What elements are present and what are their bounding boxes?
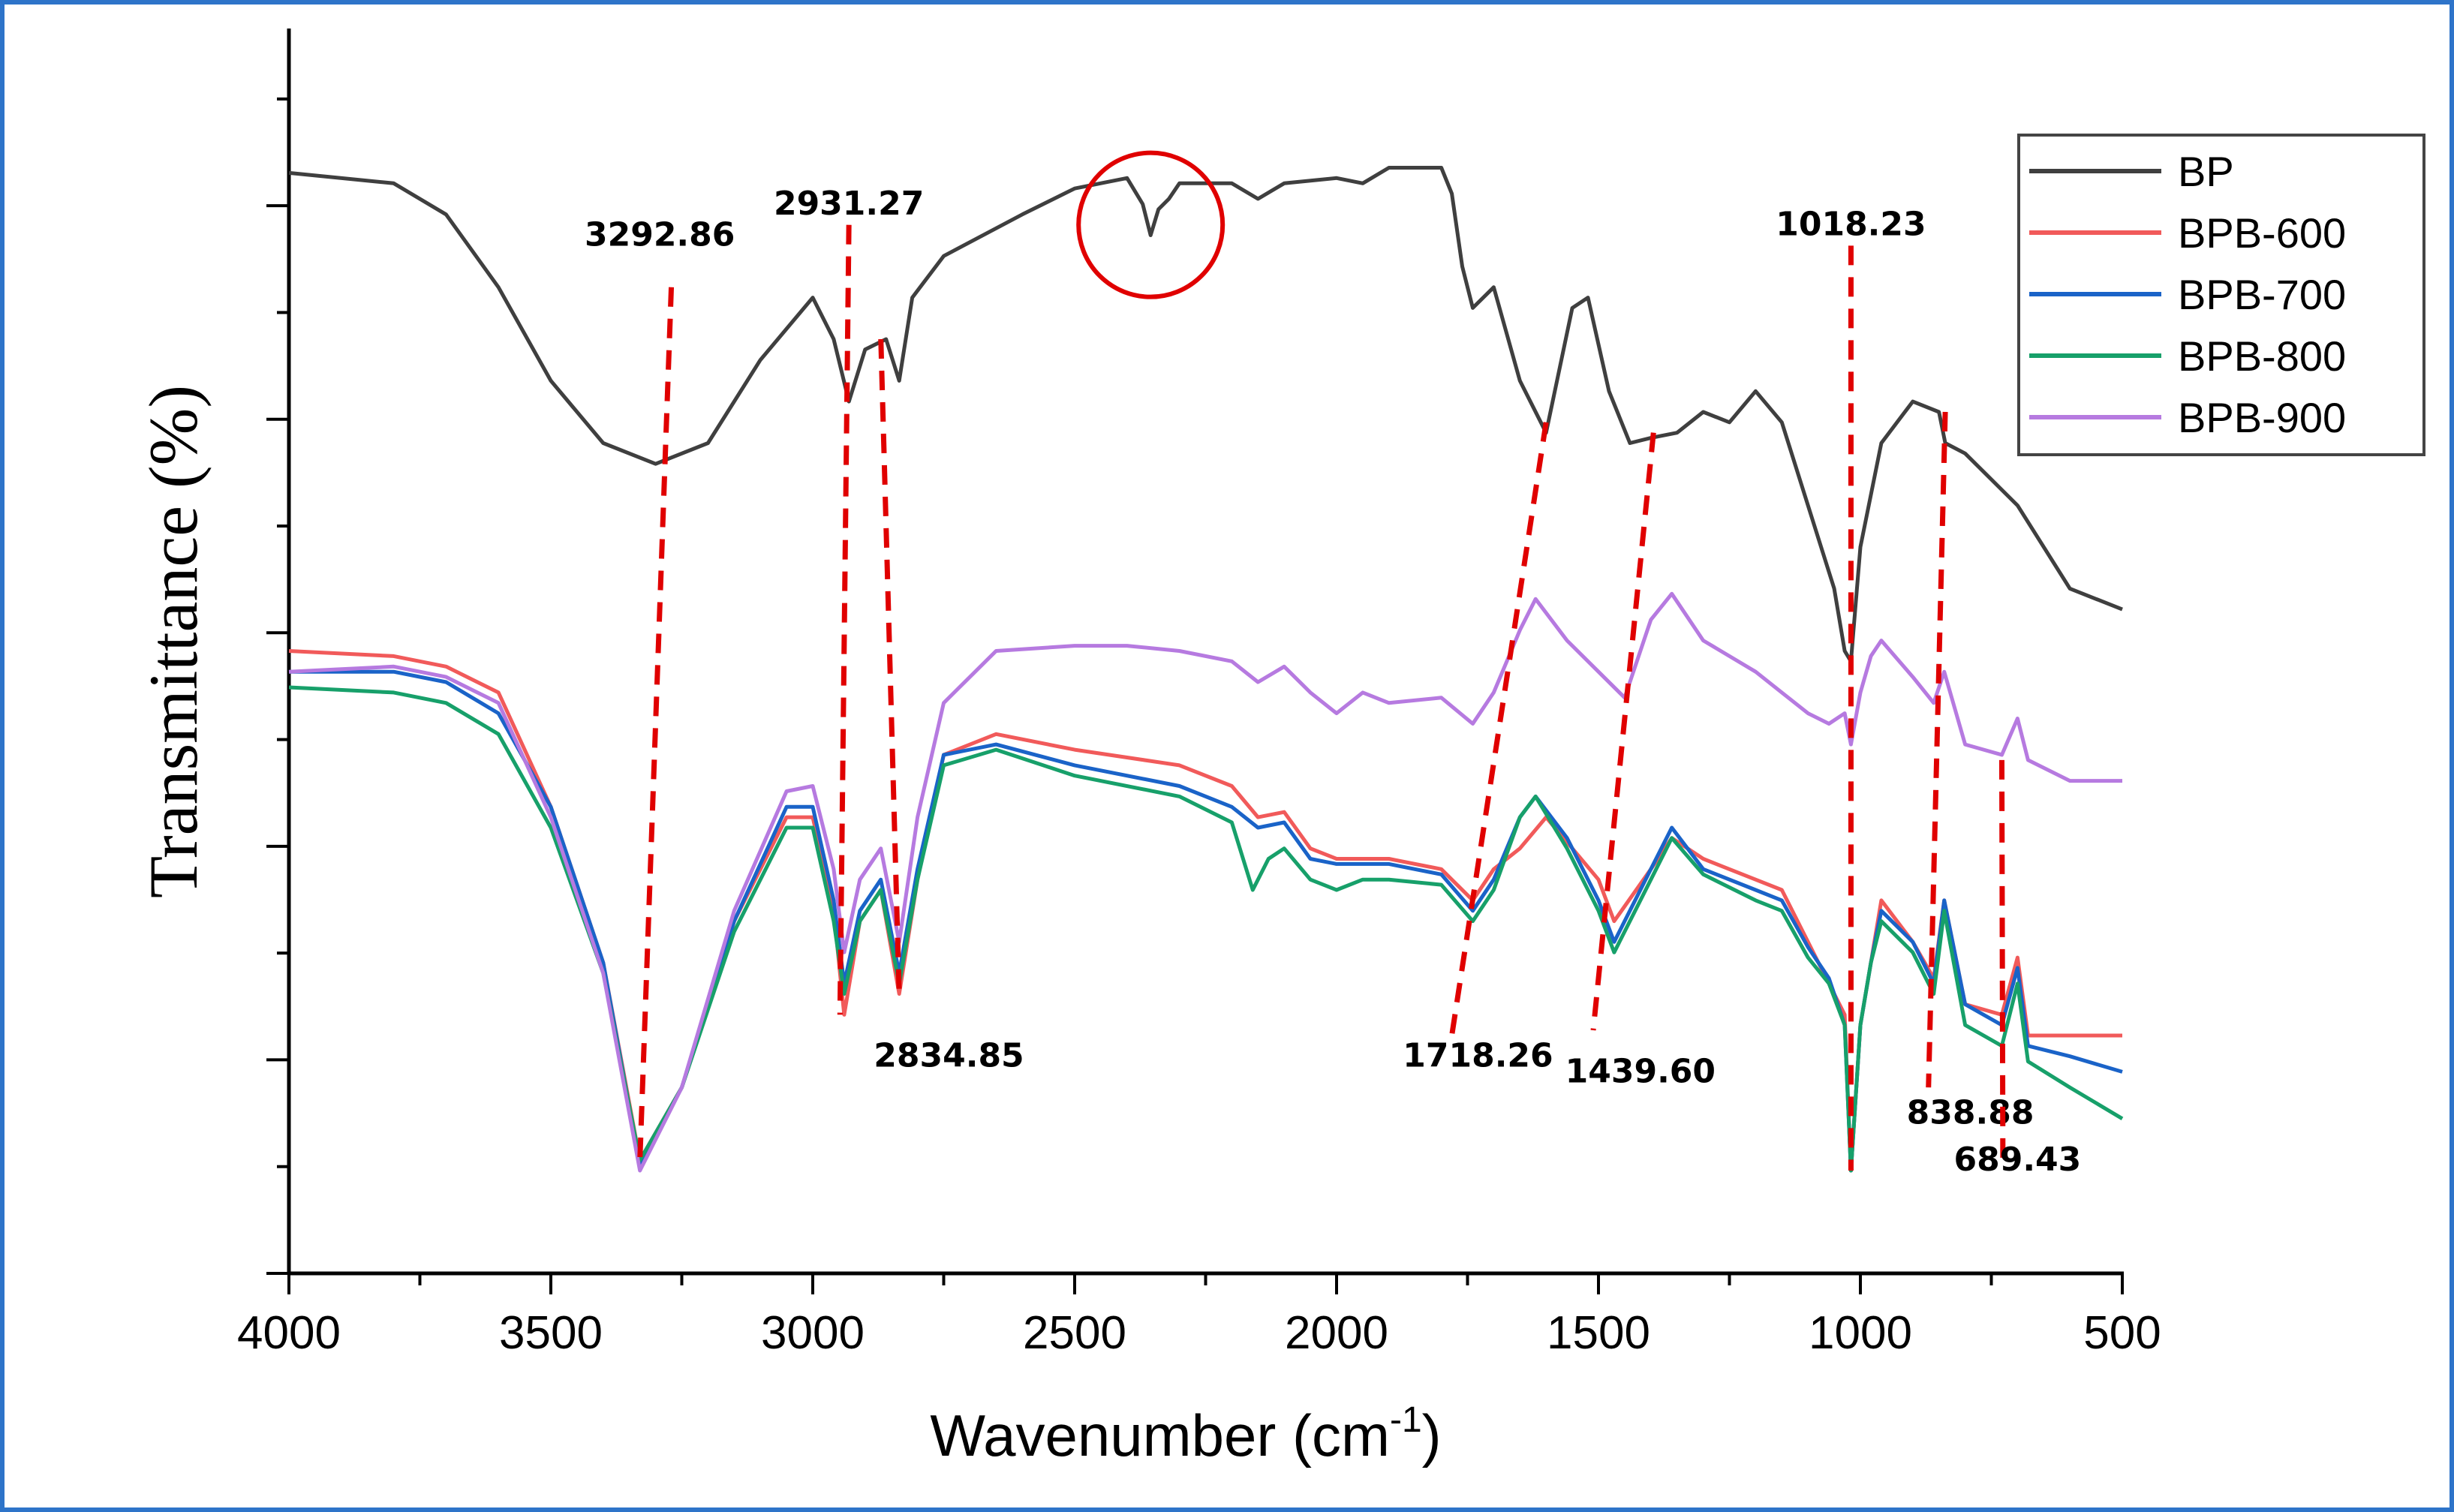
legend-label: BPB-800 <box>2178 332 2346 380</box>
series-line-bpb-800 <box>288 685 2124 1173</box>
x-tick-label: 1500 <box>1547 1307 1650 1359</box>
axes-layer: 4000 3500 3000 2500 2000 1500 1000 500 <box>237 29 2161 1359</box>
legend: BP BPB-600 BPB-700 BPB-800 BPB-900 <box>2017 134 2425 456</box>
annotation-layer: 3292.86 2931.27 2834.85 1718.26 1439.60 1018.… <box>585 150 2082 1179</box>
annotation-label: 2834.85 <box>874 1037 1024 1075</box>
annotation-label: 2931.27 <box>774 185 924 223</box>
x-axis-title: Wavenumber (cm-1) <box>930 1400 1441 1468</box>
x-tick-label: 2000 <box>1285 1307 1388 1359</box>
annotation-label: 1718.26 <box>1403 1037 1553 1075</box>
annotation-label: 3292.86 <box>585 215 735 254</box>
legend-label: BPB-600 <box>2178 209 2346 257</box>
annotation-line <box>1998 759 2006 1161</box>
series-layer <box>288 166 2124 1173</box>
legend-label: BPB-700 <box>2178 271 2346 318</box>
x-tick-label: 1000 <box>1809 1307 1912 1359</box>
annotation-line <box>1449 422 1549 1036</box>
annotation-line <box>1926 411 1948 1088</box>
annotation-line <box>637 287 675 1161</box>
legend-label: BPB-900 <box>2178 394 2346 441</box>
series-line-bp <box>288 166 2123 663</box>
annotation-label: 1439.60 <box>1565 1052 1716 1090</box>
annotation-line <box>837 224 852 1015</box>
x-tick-label: 2500 <box>1023 1307 1126 1359</box>
series-line-bpb-900 <box>288 591 2122 1173</box>
x-tick-label: 3500 <box>499 1307 603 1359</box>
highlight-circle <box>1076 150 1225 299</box>
x-tick-label: 3000 <box>761 1307 865 1359</box>
annotation-line <box>878 338 902 994</box>
annotation-line <box>1590 432 1656 1031</box>
x-tick-label: 500 <box>2083 1307 2161 1359</box>
annotation-label: 1018.23 <box>1776 206 1926 244</box>
annotation-label: 838.88 <box>1907 1094 2034 1132</box>
y-axis-title: Transmittance (%) <box>135 385 212 898</box>
legend-label: BP <box>2178 148 2234 195</box>
x-tick-label: 4000 <box>237 1307 341 1359</box>
annotation-label: 689.43 <box>1954 1141 2082 1179</box>
